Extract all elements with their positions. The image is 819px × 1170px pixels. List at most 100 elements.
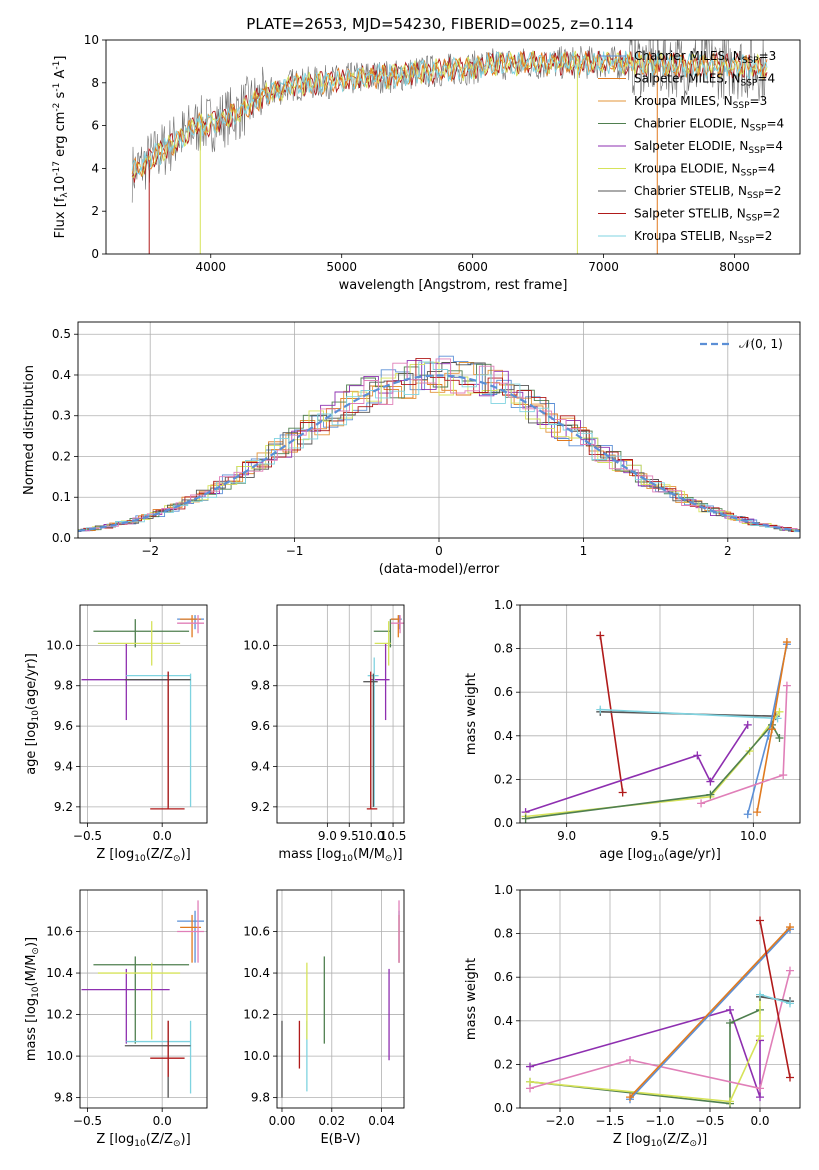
error-bar-point	[97, 962, 181, 1040]
x-tick-label: 8000	[719, 260, 750, 274]
error-bar-point	[126, 673, 192, 807]
y-axis-label: age [log10​(age/yr)]	[24, 653, 41, 775]
weight-marker	[726, 1018, 734, 1027]
weight-line	[525, 711, 781, 818]
weight-line	[629, 926, 791, 1098]
axes-mass_vs_ebv: 0.00 0.02 0.04 9.8 10.0 10.2 10.4 10.6 E(B-V)	[243, 889, 405, 1147]
weight-marker	[786, 999, 794, 1008]
x-tick-label: 0.0	[153, 1114, 172, 1128]
weight-marker	[768, 725, 776, 734]
y-axis-label: Flux [fλ​10-17​ erg cm-2​ s-1​ A-1​]	[52, 56, 70, 239]
plot-area	[521, 631, 791, 823]
weight-line	[629, 928, 791, 1100]
y-tick-label: 8	[91, 76, 99, 90]
weight-marker	[596, 705, 605, 714]
error-bar-point	[126, 1020, 192, 1094]
x-tick-label: 10.0	[740, 829, 767, 843]
x-tick-label: −1	[286, 544, 304, 558]
spectrum-model-line	[131, 50, 768, 179]
y-tick-label: 9.8	[251, 1091, 270, 1105]
legend-label: Salpeter MILES, NSSP​=4	[634, 72, 775, 89]
y-tick-label: 4	[91, 161, 99, 175]
axes-frame	[276, 889, 405, 1109]
weight-marker	[706, 790, 715, 799]
y-tick-label: 9.2	[54, 800, 73, 814]
weight-line	[529, 996, 761, 1103]
x-tick-label: 4000	[195, 260, 226, 274]
y-tick-label: 0.5	[52, 327, 71, 341]
x-tick-label: 9.0	[318, 829, 337, 843]
weight-marker	[697, 799, 706, 808]
axes-frame	[519, 604, 801, 824]
plot-area	[131, 40, 768, 254]
grid	[80, 605, 207, 823]
y-tick-label: 10.4	[46, 966, 73, 980]
x-axis-label: E(B-V)	[320, 1132, 360, 1147]
weight-line	[525, 723, 781, 820]
error-bar-point	[177, 615, 205, 634]
y-tick-label: 0	[91, 247, 99, 261]
figure-title: PLATE=2653, MJD=54230, FIBERID=0025, z=0…	[246, 15, 633, 33]
y-tick-label: 0.6	[494, 970, 513, 984]
grid	[277, 605, 404, 823]
spectrum-model-line	[131, 50, 768, 177]
error-bar-point	[97, 621, 181, 666]
weight-line	[599, 635, 624, 793]
y-tick-label: 0.3	[52, 409, 71, 423]
y-tick-label: 10.2	[46, 1008, 73, 1022]
axes-weight_vs_age: 9.0 9.5 10.0 0.0 0.2 0.4 0.6 0.8 1.0 age [log10​(…	[464, 598, 801, 864]
plot-area	[363, 615, 404, 810]
y-tick-label: 9.6	[251, 719, 270, 733]
grid	[277, 890, 404, 1108]
x-axis-label: Z [log10​(Z/Z⊙​)]	[96, 847, 190, 864]
axes-frame	[79, 889, 208, 1109]
y-tick-label: 10.6	[243, 925, 270, 939]
y-tick-label: 9.8	[54, 679, 73, 693]
y-tick-label: 1.0	[494, 598, 513, 612]
y-tick-label: 0.4	[494, 729, 513, 743]
y-tick-label: 9.4	[251, 759, 270, 773]
legend-label: Kroupa STELIB, NSSP​=2	[634, 229, 772, 246]
x-tick-label: 9.0	[557, 829, 576, 843]
weight-line	[529, 1008, 761, 1098]
weight-marker	[726, 1005, 734, 1014]
y-tick-label: 10.0	[46, 638, 73, 652]
gaussian-curve	[78, 374, 800, 532]
weight-marker	[626, 1056, 634, 1065]
y-tick-label: 10.2	[243, 1008, 270, 1022]
error-bar-point	[93, 619, 190, 648]
plot-area	[526, 916, 794, 1108]
weight-marker	[775, 733, 784, 742]
y-axis-label: mass weight	[464, 673, 479, 755]
y-tick-label: 0.8	[494, 927, 513, 941]
x-tick-label: 0.00	[269, 1114, 296, 1128]
legend-label: Chabrier ELODIE, NSSP​=4	[634, 117, 784, 134]
y-tick-label: 1.0	[494, 883, 513, 897]
weight-line	[700, 685, 788, 805]
x-axis-label: Z [log10​(Z/Z⊙​)]	[613, 1132, 707, 1149]
x-tick-label: 1	[580, 544, 588, 558]
axes-age_vs_Z: −0.5 0.0 9.2 9.4 9.6 9.8 10.0 Z [log10​(Z/Z⊙​)]…	[24, 604, 208, 864]
axes-residuals: −2 −1 0 1 2 0.0 0.1 0.2 0.3 0.4 0.5 (data-model)/er…	[22, 321, 801, 577]
weight-marker	[693, 751, 702, 760]
x-tick-label: 9.5	[650, 829, 669, 843]
weight-marker	[786, 923, 794, 932]
weight-marker	[756, 1032, 764, 1041]
x-tick-label: 10.5	[380, 829, 407, 843]
weight-marker	[521, 814, 530, 823]
y-tick-label: 10	[84, 33, 99, 47]
y-tick-label: 9.8	[251, 679, 270, 693]
axes-mass_vs_Z: −0.5 0.0 9.8 10.0 10.2 10.4 10.6 Z [log10​(Z/Z⊙…	[24, 889, 208, 1149]
error-bar-point	[124, 671, 191, 807]
error-bar-point	[150, 671, 185, 810]
y-tick-label: 9.6	[54, 719, 73, 733]
weight-marker	[626, 1093, 634, 1102]
plot-area	[281, 900, 400, 1098]
x-tick-label: −1.0	[645, 1114, 674, 1128]
error-bar-point	[366, 671, 378, 810]
weight-marker	[779, 771, 788, 780]
y-tick-label: 0.4	[494, 1014, 513, 1028]
weight-marker	[782, 638, 791, 647]
legend-label: Salpeter ELODIE, NSSP​=4	[634, 139, 783, 156]
x-tick-label: −0.5	[695, 1114, 724, 1128]
